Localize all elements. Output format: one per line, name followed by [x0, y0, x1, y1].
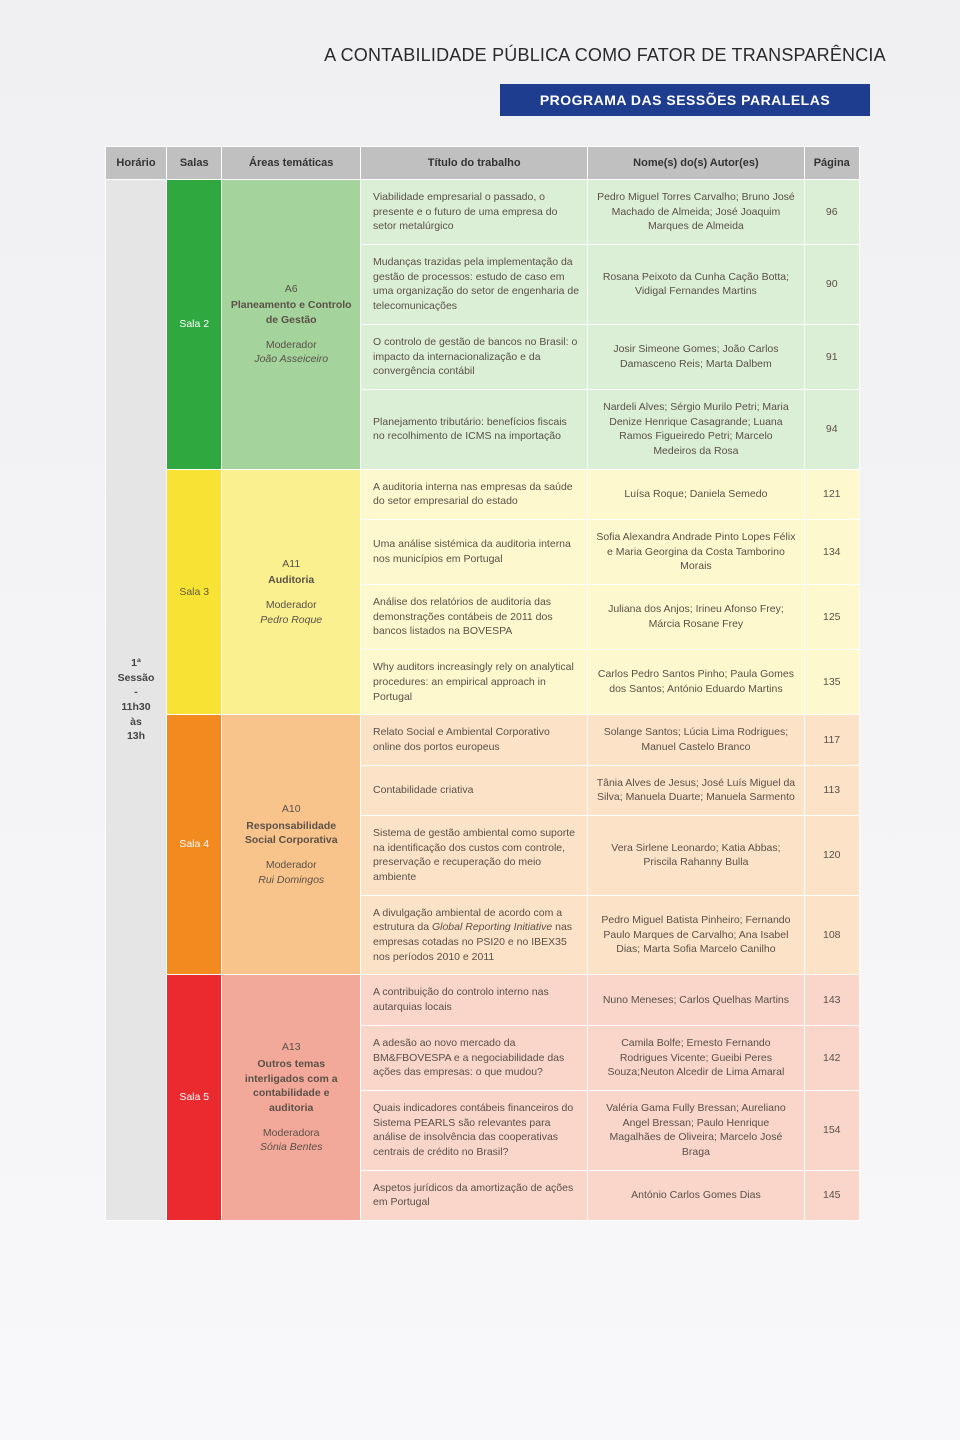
- pagina-cell: 91: [804, 324, 859, 389]
- pagina-cell: 117: [804, 715, 859, 765]
- tema-cell: A11AuditoriaModeradorPedro Roque: [222, 469, 361, 715]
- col-pagina: Página: [804, 147, 859, 180]
- titulo-cell: O controlo de gestão de bancos no Brasil…: [361, 324, 588, 389]
- tema-cell: A6Planeamento e Controlo de GestãoModera…: [222, 180, 361, 470]
- autor-cell: Josir Simeone Gomes; João Carlos Damasce…: [588, 324, 804, 389]
- titulo-cell: A auditoria interna nas empresas da saúd…: [361, 469, 588, 519]
- sala-cell: Sala 2: [166, 180, 221, 470]
- autor-cell: Camila Bolfe; Ernesto Fernando Rodrigues…: [588, 1025, 804, 1090]
- autor-cell: Rosana Peixoto da Cunha Cação Botta; Vid…: [588, 245, 804, 325]
- col-horario: Horário: [106, 147, 167, 180]
- pagina-cell: 96: [804, 180, 859, 245]
- titulo-cell: A contribuição do controlo interno nas a…: [361, 975, 588, 1025]
- pagina-cell: 142: [804, 1025, 859, 1090]
- col-autor: Nome(s) do(s) Autor(es): [588, 147, 804, 180]
- tema-cell: A10Responsabilidade Social CorporativaMo…: [222, 715, 361, 975]
- pagina-cell: 121: [804, 469, 859, 519]
- sala-cell: Sala 3: [166, 469, 221, 715]
- titulo-cell: Viabilidade empresarial o passado, o pre…: [361, 180, 588, 245]
- titulo-cell: Contabilidade criativa: [361, 765, 588, 815]
- titulo-cell: Quais indicadores contábeis financeiros …: [361, 1090, 588, 1170]
- autor-cell: Sofia Alexandra Andrade Pinto Lopes Féli…: [588, 520, 804, 585]
- titulo-cell: Uma análise sistémica da auditoria inter…: [361, 520, 588, 585]
- pagina-cell: 113: [804, 765, 859, 815]
- horario-cell: 1ªSessão-11h30às13h: [106, 180, 167, 1221]
- table-row: Sala 5A13Outros temas interligados com a…: [106, 975, 860, 1025]
- titulo-cell: Why auditors increasingly rely on analyt…: [361, 650, 588, 715]
- autor-cell: Pedro Miguel Torres Carvalho; Bruno José…: [588, 180, 804, 245]
- titulo-cell: Análise dos relatórios de auditoria das …: [361, 585, 588, 650]
- col-titulo: Título do trabalho: [361, 147, 588, 180]
- autor-cell: António Carlos Gomes Dias: [588, 1170, 804, 1220]
- sessions-table: Horário Salas Áreas temáticas Título do …: [105, 146, 860, 1221]
- table-row: Sala 4A10Responsabilidade Social Corpora…: [106, 715, 860, 765]
- sala-cell: Sala 4: [166, 715, 221, 975]
- autor-cell: Solange Santos; Lúcia Lima Rodrigues; Ma…: [588, 715, 804, 765]
- col-salas: Salas: [166, 147, 221, 180]
- pagina-cell: 143: [804, 975, 859, 1025]
- titulo-cell: Planejamento tributário: benefícios fisc…: [361, 389, 588, 469]
- pagina-cell: 108: [804, 895, 859, 975]
- autor-cell: Nuno Meneses; Carlos Quelhas Martins: [588, 975, 804, 1025]
- table-row: 1ªSessão-11h30às13hSala 2A6Planeamento e…: [106, 180, 860, 245]
- titulo-cell: A divulgação ambiental de acordo com a e…: [361, 895, 588, 975]
- page-title: A CONTABILIDADE PÚBLICA COMO FATOR DE TR…: [290, 45, 920, 66]
- tema-cell: A13Outros temas interligados com a conta…: [222, 975, 361, 1221]
- titulo-cell: Mudanças trazidas pela implementação da …: [361, 245, 588, 325]
- sala-cell: Sala 5: [166, 975, 221, 1221]
- autor-cell: Valéria Gama Fully Bressan; Aureliano An…: [588, 1090, 804, 1170]
- autor-cell: Tânia Alves de Jesus; José Luís Miguel d…: [588, 765, 804, 815]
- titulo-cell: Sistema de gestão ambiental como suporte…: [361, 815, 588, 895]
- autor-cell: Nardeli Alves; Sérgio Murilo Petri; Mari…: [588, 389, 804, 469]
- titulo-cell: Relato Social e Ambiental Corporativo on…: [361, 715, 588, 765]
- pagina-cell: 94: [804, 389, 859, 469]
- autor-cell: Vera Sirlene Leonardo; Katia Abbas; Pris…: [588, 815, 804, 895]
- pagina-cell: 90: [804, 245, 859, 325]
- pagina-cell: 145: [804, 1170, 859, 1220]
- col-areas: Áreas temáticas: [222, 147, 361, 180]
- subtitle-bar: PROGRAMA DAS SESSÕES PARALELAS: [500, 84, 870, 116]
- titulo-cell: Aspetos jurídicos da amortização de açõe…: [361, 1170, 588, 1220]
- autor-cell: Luísa Roque; Daniela Semedo: [588, 469, 804, 519]
- pagina-cell: 134: [804, 520, 859, 585]
- titulo-cell: A adesão ao novo mercado da BM&FBOVESPA …: [361, 1025, 588, 1090]
- pagina-cell: 125: [804, 585, 859, 650]
- autor-cell: Pedro Miguel Batista Pinheiro; Fernando …: [588, 895, 804, 975]
- autor-cell: Juliana dos Anjos; Irineu Afonso Frey; M…: [588, 585, 804, 650]
- table-row: Sala 3A11AuditoriaModeradorPedro RoqueA …: [106, 469, 860, 519]
- autor-cell: Carlos Pedro Santos Pinho; Paula Gomes d…: [588, 650, 804, 715]
- pagina-cell: 154: [804, 1090, 859, 1170]
- pagina-cell: 135: [804, 650, 859, 715]
- pagina-cell: 120: [804, 815, 859, 895]
